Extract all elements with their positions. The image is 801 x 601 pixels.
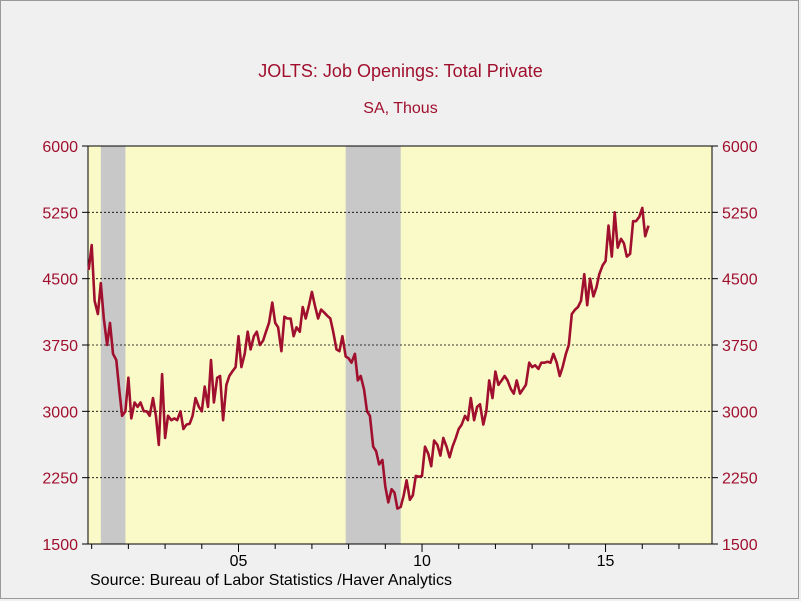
y-tick-label-left: 3000: [42, 404, 78, 421]
y-tick-label-right: 3000: [722, 404, 758, 421]
chart-title: JOLTS: Job Openings: Total Private: [258, 61, 543, 81]
y-tick-label-left: 4500: [42, 272, 78, 289]
x-tick-label: 05: [230, 553, 248, 570]
source-note: Source: Bureau of Labor Statistics /Have…: [90, 572, 452, 589]
chart-subtitle: SA, Thous: [363, 100, 438, 117]
x-tick-label: 15: [597, 553, 615, 570]
y-tick-label-left: 6000: [42, 139, 78, 156]
y-tick-label-right: 1500: [722, 537, 758, 554]
y-tick-label-right: 3750: [722, 338, 758, 355]
y-tick-label-right: 6000: [722, 139, 758, 156]
y-tick-label-left: 3750: [42, 338, 78, 355]
y-tick-label-right: 5250: [722, 205, 758, 222]
y-tick-label-right: 2250: [722, 471, 758, 488]
y-tick-label-left: 2250: [42, 471, 78, 488]
series-line-1: [87, 206, 650, 510]
y-tick-label-right: 4500: [722, 272, 758, 289]
x-tick-label: 10: [413, 553, 431, 570]
y-tick-label-left: 1500: [42, 537, 78, 554]
y-tick-label-left: 5250: [42, 205, 78, 222]
